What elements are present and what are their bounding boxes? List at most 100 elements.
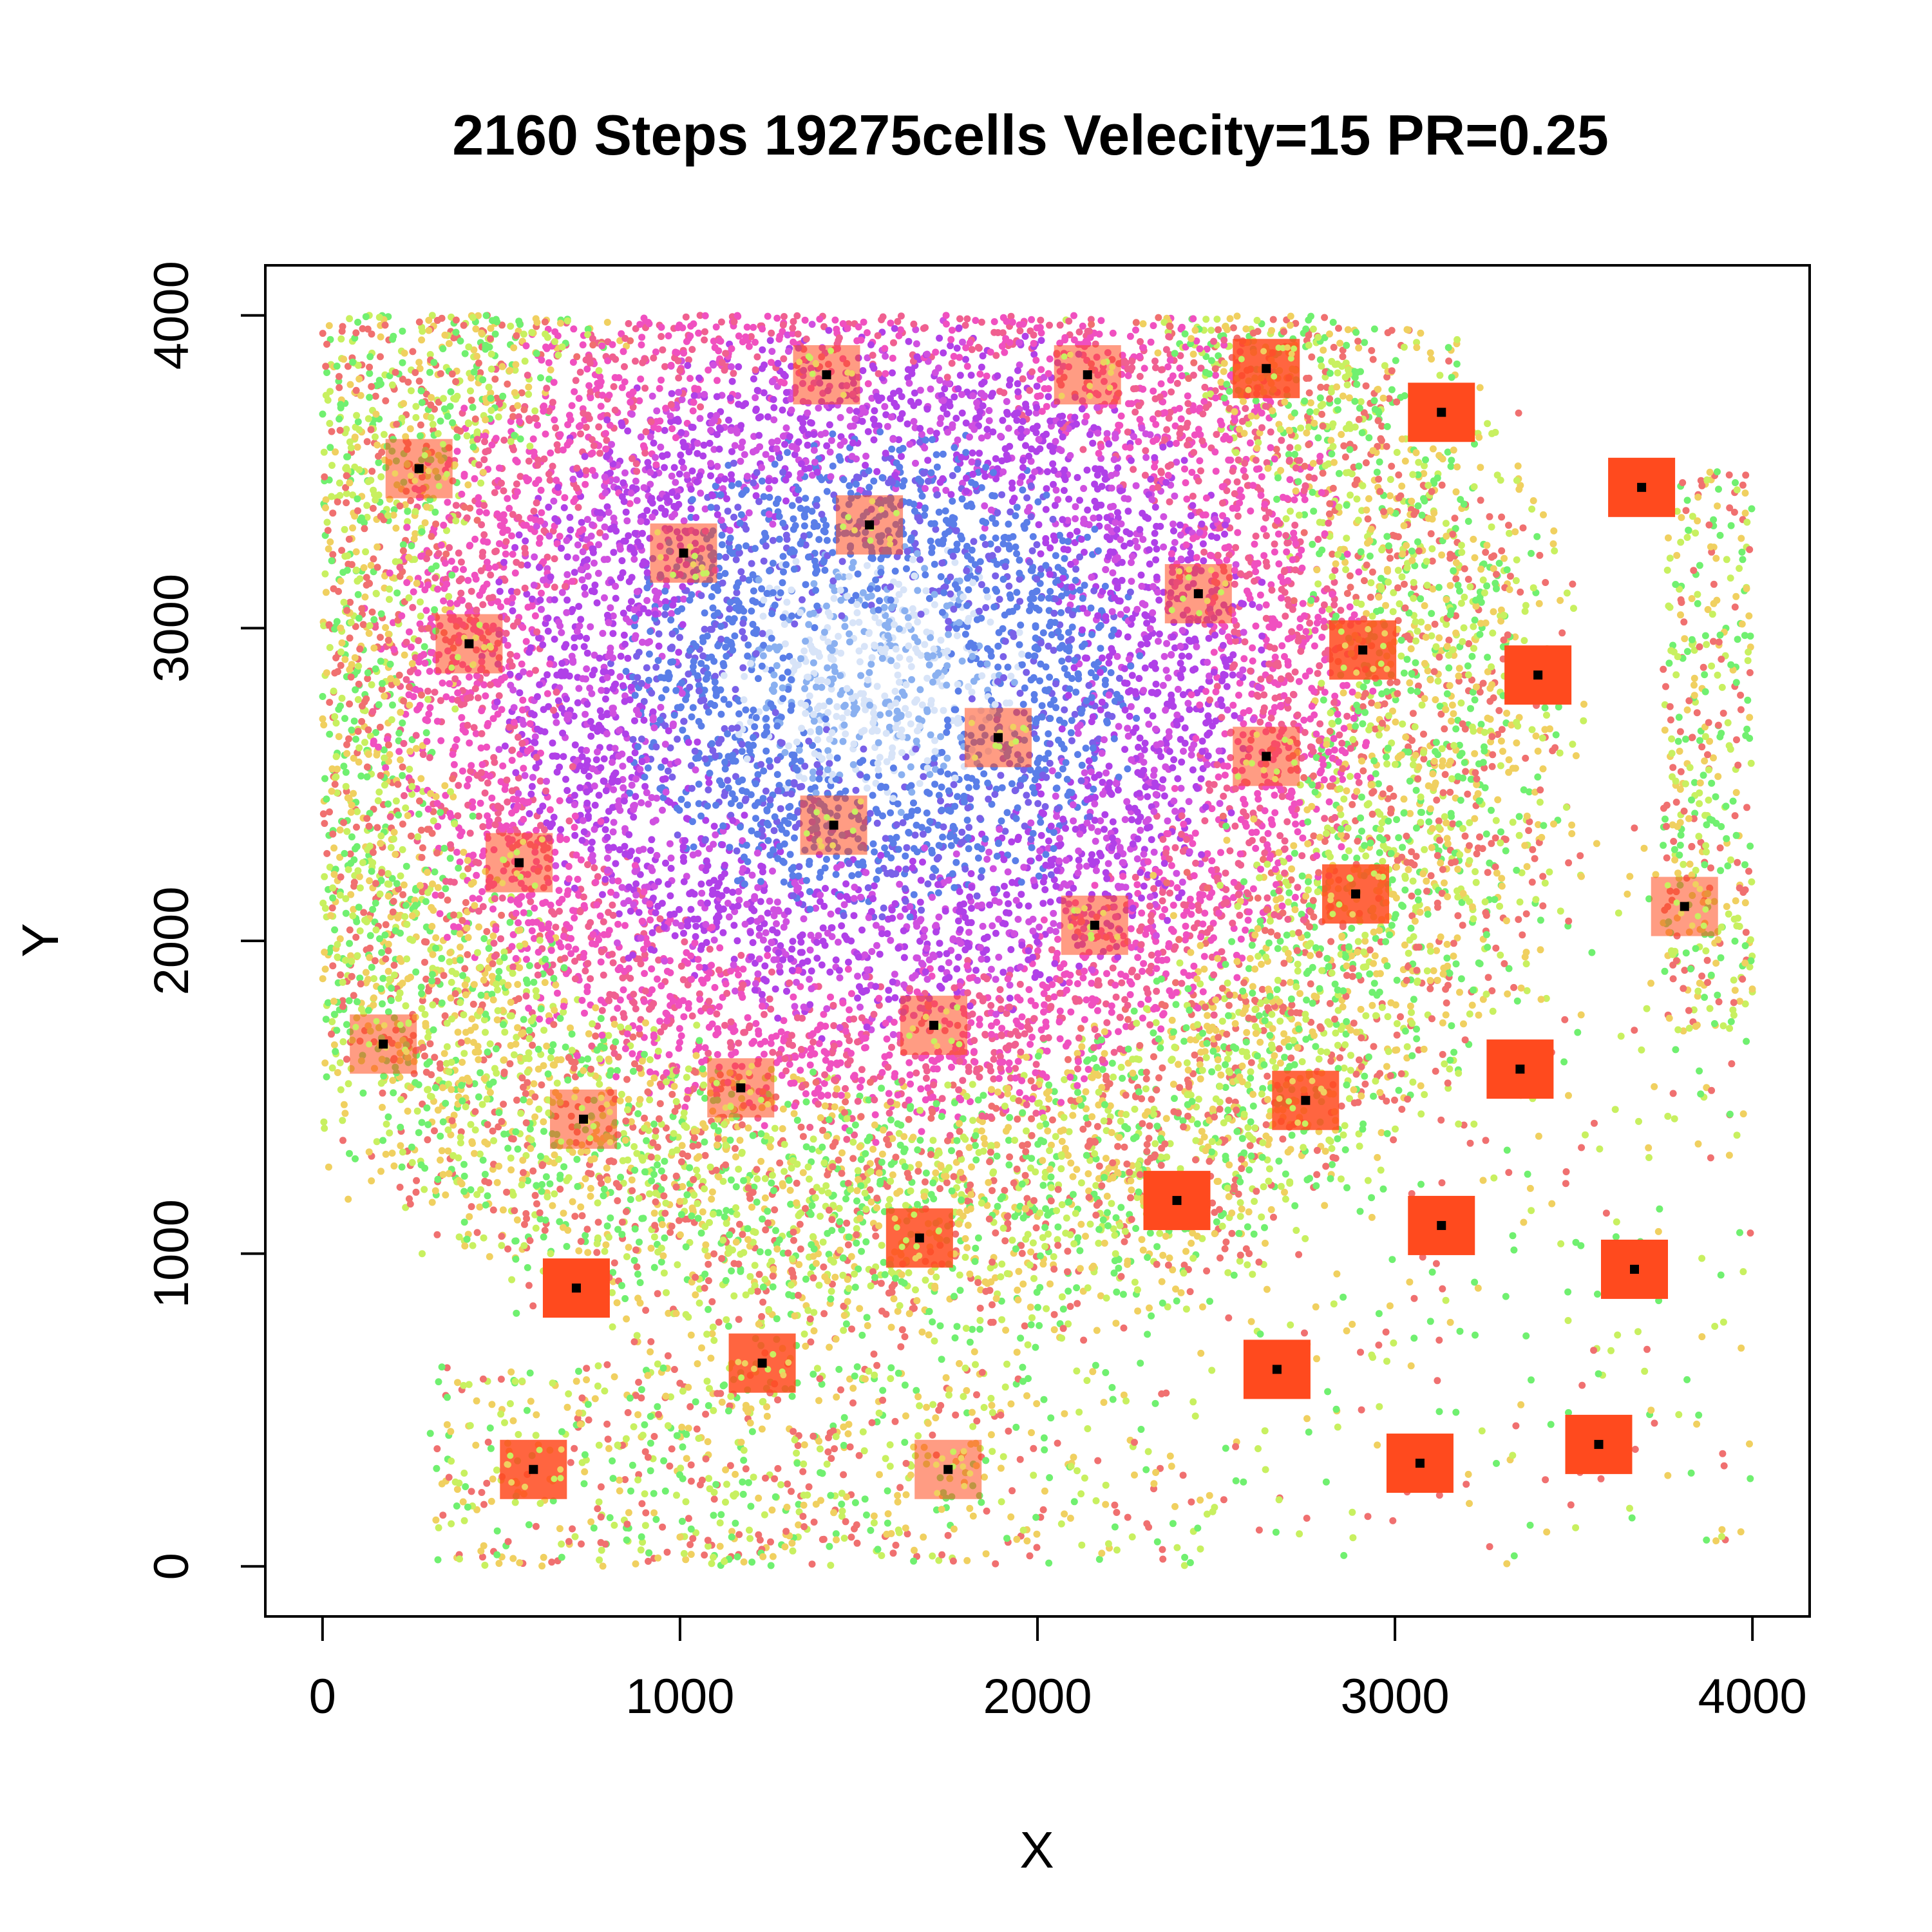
cell-point (808, 321, 816, 328)
cell-point (843, 1219, 851, 1227)
cell-point (739, 664, 747, 672)
cell-point (1546, 868, 1553, 876)
cell-point (1022, 442, 1029, 450)
cell-point (840, 1423, 848, 1431)
cell-point (1407, 687, 1415, 694)
cell-point (1070, 1454, 1077, 1461)
cell-point (680, 1013, 688, 1021)
cell-point (817, 898, 824, 905)
cell-point (943, 1179, 951, 1186)
cell-point (1405, 326, 1412, 334)
cell-point (1264, 1141, 1272, 1148)
cell-point (1362, 382, 1370, 390)
cell-point (458, 714, 466, 721)
cell-point (1378, 1129, 1385, 1137)
cell-point (926, 771, 934, 778)
cell-point (369, 859, 377, 867)
cell-point (1070, 664, 1078, 672)
cell-point (528, 782, 536, 790)
cell-point (439, 1118, 447, 1126)
cell-point (1213, 316, 1221, 323)
cell-point (965, 784, 972, 791)
cell-point (513, 1096, 520, 1104)
cell-point (1343, 1184, 1350, 1191)
cell-point (1572, 752, 1580, 759)
cell-point (1441, 725, 1448, 733)
cell-point (1189, 493, 1197, 500)
cell-point (967, 372, 975, 379)
cell-point (1186, 706, 1193, 714)
cell-point (558, 1540, 565, 1548)
cell-point (705, 366, 712, 374)
cell-point (684, 981, 692, 989)
cell-point (1425, 818, 1433, 826)
cell-point (1189, 350, 1197, 358)
cell-point (638, 341, 645, 348)
cell-point (1017, 1334, 1025, 1342)
cell-point (752, 960, 759, 967)
cell-point (951, 558, 959, 566)
cell-point (655, 630, 663, 638)
cell-point (1119, 1074, 1126, 1082)
cell-point (1081, 418, 1089, 426)
cell-point (684, 362, 692, 369)
cell-point (990, 1056, 998, 1063)
cell-point (1132, 319, 1140, 327)
cell-point (1039, 629, 1047, 637)
cell-point (609, 1289, 616, 1296)
cell-point (1745, 612, 1753, 620)
cell-point (983, 855, 991, 863)
cell-point (323, 1073, 330, 1081)
cell-point (1032, 1069, 1039, 1077)
cell-point (998, 817, 1005, 825)
cell-point (1174, 685, 1182, 693)
cell-point (372, 392, 379, 400)
cell-point (322, 589, 330, 596)
cell-point (831, 316, 839, 324)
cell-point (346, 1150, 353, 1157)
cell-point (1019, 1109, 1027, 1117)
cell-point (1320, 696, 1327, 704)
cell-point (533, 1200, 540, 1208)
cell-point (1039, 1506, 1047, 1513)
cell-point (1280, 980, 1287, 987)
cell-point (1222, 869, 1229, 877)
cell-point (685, 1425, 692, 1432)
cell-point (976, 1015, 983, 1023)
cell-point (455, 549, 462, 557)
cell-point (1200, 965, 1208, 973)
cell-point (799, 931, 806, 939)
cell-point (1235, 692, 1242, 699)
cell-point (1151, 1399, 1159, 1407)
cell-point (1278, 721, 1285, 728)
cell-point (1037, 316, 1045, 324)
cell-point (725, 416, 732, 424)
cell-point (630, 1423, 638, 1430)
cell-point (687, 1331, 695, 1339)
cell-point (455, 577, 463, 585)
cell-point (845, 1285, 853, 1293)
cell-point (937, 733, 945, 741)
cell-point (647, 1348, 654, 1356)
cell-point (1119, 1291, 1127, 1298)
cell-point (1116, 1222, 1124, 1229)
cell-point (1073, 527, 1081, 535)
cell-point (759, 346, 766, 354)
cell-point (1731, 937, 1739, 945)
cell-point (524, 1264, 531, 1271)
cell-point (1334, 1041, 1341, 1049)
cell-point (601, 826, 609, 833)
cell-point (1387, 679, 1394, 687)
cell-point (943, 728, 951, 736)
cell-point (565, 817, 573, 825)
cell-point (1558, 629, 1566, 637)
cell-point (362, 548, 370, 556)
cell-point (1459, 922, 1466, 929)
cell-point (989, 1301, 996, 1309)
cell-point (1247, 507, 1255, 515)
cell-point (490, 1137, 498, 1144)
cell-point (1050, 647, 1057, 654)
cell-point (842, 1320, 850, 1328)
cell-point (1676, 748, 1683, 755)
cell-point (703, 1378, 711, 1385)
